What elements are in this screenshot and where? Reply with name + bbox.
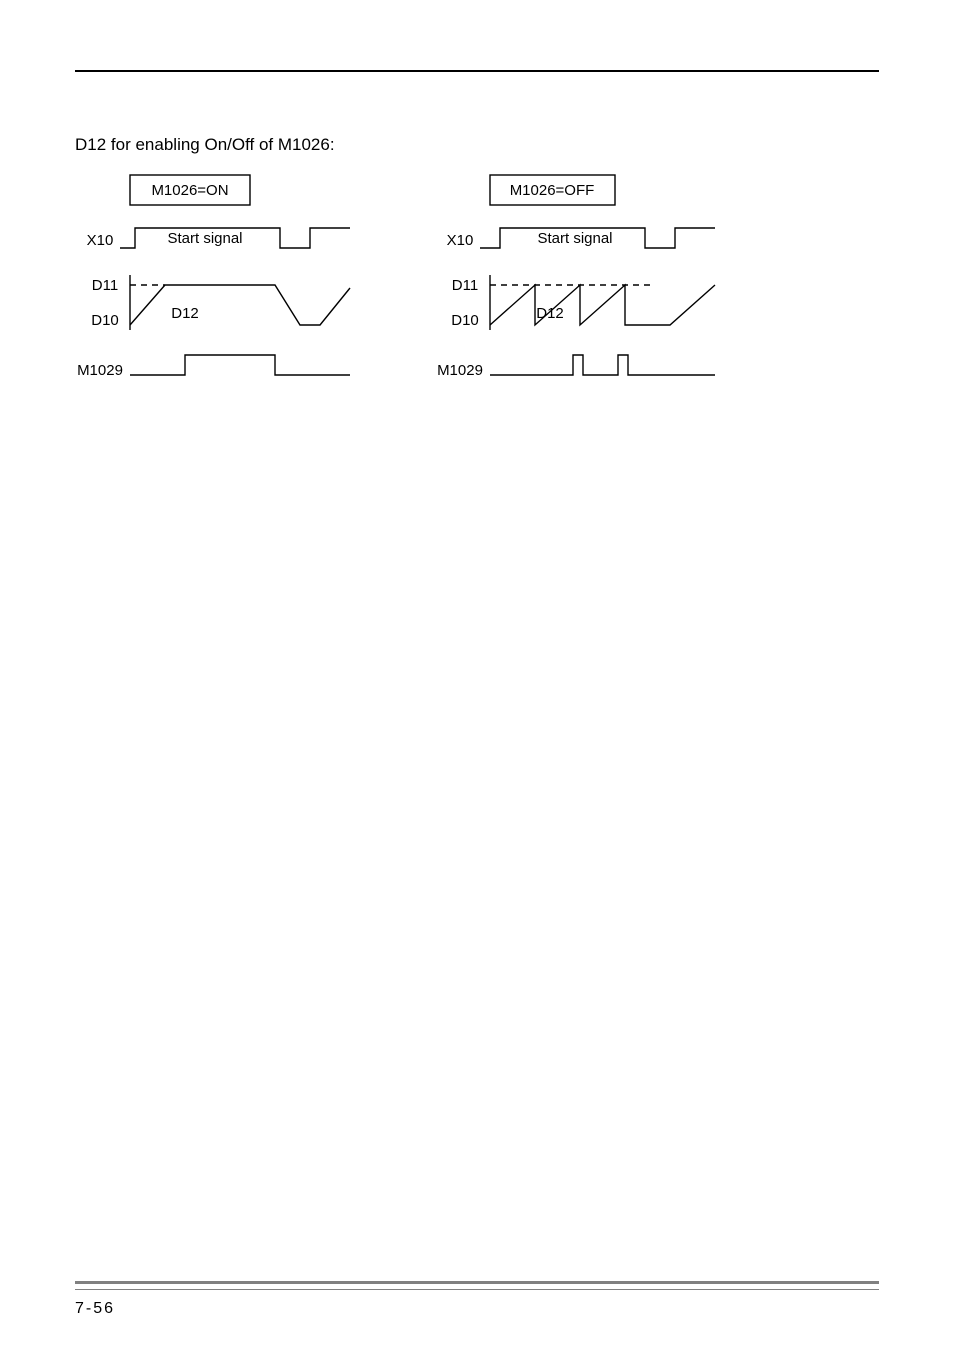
d10-label-right: D10 — [451, 312, 479, 329]
d11-label-right: D11 — [452, 277, 478, 294]
top-rule — [75, 70, 879, 72]
page-number: 7-56 — [75, 1300, 115, 1318]
ramp-wave-left — [130, 285, 350, 325]
diagram-right: M1026=OFF X10 Start signal D11 D10 D12 M… — [437, 175, 715, 379]
x10-label-right: X10 — [447, 232, 474, 249]
start-signal-right: Start signal — [537, 230, 612, 247]
x10-label-left: X10 — [87, 232, 114, 249]
d12-label-left: D12 — [171, 305, 199, 322]
m1029-label-left: M1029 — [77, 362, 123, 379]
page: D12 for enabling On/Off of M1026: M1026=… — [0, 0, 954, 1350]
diagram-left: M1026=ON X10 Start signal D11 D10 D12 M1… — [77, 175, 350, 379]
m1029-wave-right — [490, 355, 715, 375]
ramp-wave-right — [490, 285, 715, 325]
diagram-area: M1026=ON X10 Start signal D11 D10 D12 M1… — [75, 170, 875, 420]
title-text-left: M1026=ON — [151, 182, 228, 199]
m1029-label-right: M1029 — [437, 362, 483, 379]
d10-label-left: D10 — [91, 312, 119, 329]
title-text-right: M1026=OFF — [510, 182, 595, 199]
body-text: D12 for enabling On/Off of M1026: — [75, 135, 335, 155]
timing-diagrams-svg: M1026=ON X10 Start signal D11 D10 D12 M1… — [75, 170, 875, 430]
d12-label-right: D12 — [536, 305, 564, 322]
start-signal-left: Start signal — [167, 230, 242, 247]
m1029-wave-left — [130, 355, 350, 375]
footer-rule — [75, 1281, 879, 1290]
d11-label-left: D11 — [92, 277, 118, 294]
